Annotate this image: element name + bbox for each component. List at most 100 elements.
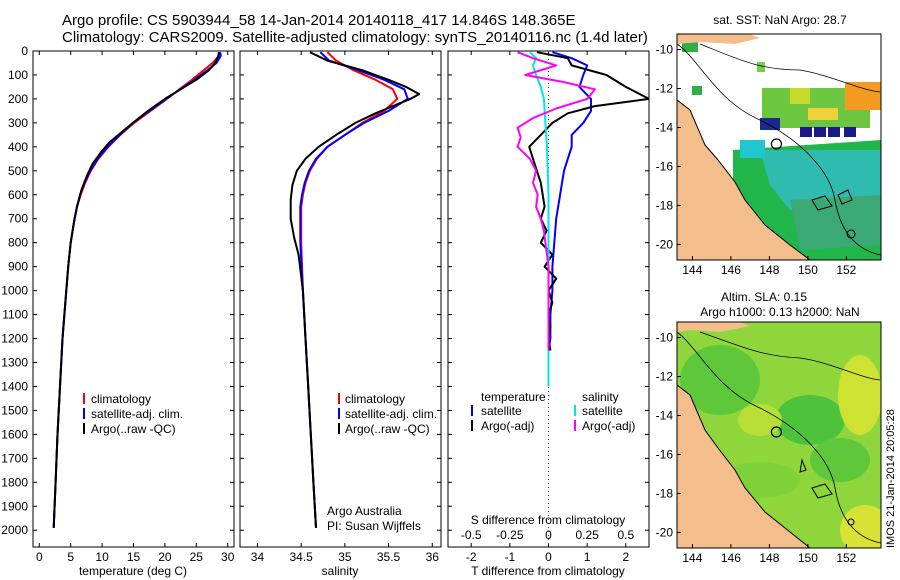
sst-circle: [846, 229, 856, 239]
argo-australia-annotation: Argo Australia: [327, 504, 402, 518]
depth-tick-label: 1600: [1, 427, 28, 441]
sla-blob: [810, 438, 870, 482]
map-x-tick-label: 152: [836, 551, 856, 565]
series-line-s-argo-adj-: [516, 51, 596, 351]
depth-tick-label: 1200: [1, 332, 28, 346]
depth-tick-label: 1900: [1, 499, 28, 513]
sst-reef: [837, 189, 853, 205]
sst-isobath: [699, 43, 881, 93]
sst-land-north: [677, 34, 760, 44]
temperature-legend: climatology satellite-adj. clim. Argo(..…: [83, 392, 183, 436]
x-tick-label: -2: [466, 550, 477, 564]
series-line-s-satellite: [529, 51, 550, 387]
x-tick-label: 36: [426, 550, 440, 564]
x-tick-label: 34.5: [289, 550, 313, 564]
map-y-tick-label: -12: [656, 82, 674, 96]
x-tick-label: 30: [221, 550, 235, 564]
sla-blob-yellow: [738, 404, 782, 436]
sst-square: [800, 127, 812, 137]
s-tick-label: 0.5: [617, 528, 634, 542]
legend-satellite-label: satellite-adj. clim.: [91, 407, 183, 421]
sst-map-frame: [676, 33, 882, 261]
map-x-tick-label: 146: [721, 551, 741, 565]
sla-blob-yellow: [840, 505, 881, 548]
map-y-tick-label: -10: [656, 43, 674, 57]
sst-patch: [757, 62, 765, 72]
depth-tick-label: 1400: [1, 379, 28, 393]
sst-field-teal: [790, 195, 881, 250]
sst-square: [844, 127, 856, 137]
map-x-tick-label: 152: [836, 263, 856, 277]
sla-isobath: [699, 331, 881, 381]
sla-map-axes: 144 146 148 150 152 -10 -12 -14 -16 -18 -20: [656, 331, 857, 565]
sla-isobath-2: [677, 331, 881, 544]
legend-s-satellite-label: satellite: [582, 404, 623, 418]
sla-reef: [799, 458, 807, 473]
legend-argo-label: Argo(..raw -QC): [345, 422, 430, 436]
legend-argo-label: Argo(..raw -QC): [91, 422, 176, 436]
depth-tick-label: 700: [8, 212, 28, 226]
depth-tick-label: 1700: [1, 451, 28, 465]
sst-square: [814, 127, 826, 137]
s-tick-label: 0.25: [575, 528, 599, 542]
depth-tick-label: 200: [8, 92, 28, 106]
legend-temperature-title: temperature: [481, 390, 546, 404]
depth-tick-label: 600: [8, 188, 28, 202]
map-x-tick-label: 146: [721, 263, 741, 277]
x-tick-label: 35.5: [377, 550, 401, 564]
depth-tick-label: 100: [8, 68, 28, 82]
imos-timestamp: IMOS 21-Jan-2014 20:05:28: [885, 409, 897, 548]
sla-map-title-2: Argo h1000: 0.13 h2000: NaN: [700, 305, 859, 319]
map-y-tick-label: -18: [656, 198, 674, 212]
x-tick-label: 0: [36, 550, 43, 564]
depth-tick-label: 1800: [1, 475, 28, 489]
depth-tick-label: 300: [8, 116, 28, 130]
sst-patch-navy: [760, 118, 780, 130]
x-tick-label: 35: [338, 550, 352, 564]
sst-map-axes: 144 146 148 150 152 -10 -12 -14 -16 -18 -20: [656, 43, 857, 277]
depth-tick-label: 1000: [1, 284, 28, 298]
series-group: [516, 51, 649, 387]
sla-land-north: [677, 322, 750, 332]
header-line-2: Climatology: CARS2009. Satellite-adjuste…: [62, 29, 648, 46]
map-y-tick-label: -14: [656, 409, 674, 423]
sla-argo-marker: [770, 426, 783, 438]
map-y-tick-label: -18: [656, 486, 674, 500]
sla-blob: [775, 395, 845, 445]
sst-argo-marker: [770, 138, 783, 150]
depth-tick-label: 400: [8, 140, 28, 154]
series-line-t-satellite: [547, 51, 592, 351]
map-x-tick-label: 150: [798, 551, 818, 565]
map-y-tick-label: -20: [656, 237, 674, 251]
x-tick-label: 1: [584, 550, 591, 564]
header-line-1: Argo profile: CS 5903944_58 14-Jan-2014 …: [62, 12, 575, 29]
legend-climatology-label: climatology: [91, 392, 151, 406]
t-difference-xlabel: T difference from climatology: [471, 564, 625, 578]
sst-field-cyan: [760, 150, 881, 210]
legend-climatology-label: climatology: [345, 392, 405, 406]
temperature-xlabel: temperature (deg C): [79, 564, 187, 578]
sst-patch-orange: [845, 82, 881, 110]
sst-isobath-2: [677, 43, 881, 256]
map-y-tick-label: -16: [656, 159, 674, 173]
map-y-tick-label: -10: [656, 331, 674, 345]
sla-map: [677, 322, 881, 548]
salinity-chart: 34 34.5 35 35.5 36: [240, 50, 441, 564]
sla-map-title-1: Altim. SLA: 0.15: [721, 290, 807, 304]
map-x-tick-label: 148: [759, 263, 779, 277]
legend-s-argo-label: Argo(-adj): [582, 419, 635, 433]
depth-tick-label: 2000: [1, 523, 28, 537]
depth-tick-label: 800: [8, 236, 28, 250]
sst-map: [677, 34, 881, 260]
series-line-argo-raw-qc-: [52, 52, 220, 528]
sst-reef: [811, 195, 833, 211]
sst-land: [677, 100, 810, 260]
series-group: [289, 51, 421, 528]
legend-t-argo-label: Argo(-adj): [481, 419, 534, 433]
depth-tick-label: 0: [21, 44, 28, 58]
s-tick-label: -0.5: [461, 528, 482, 542]
depth-tick-label: 1500: [1, 403, 28, 417]
x-tick-label: 34: [251, 550, 265, 564]
